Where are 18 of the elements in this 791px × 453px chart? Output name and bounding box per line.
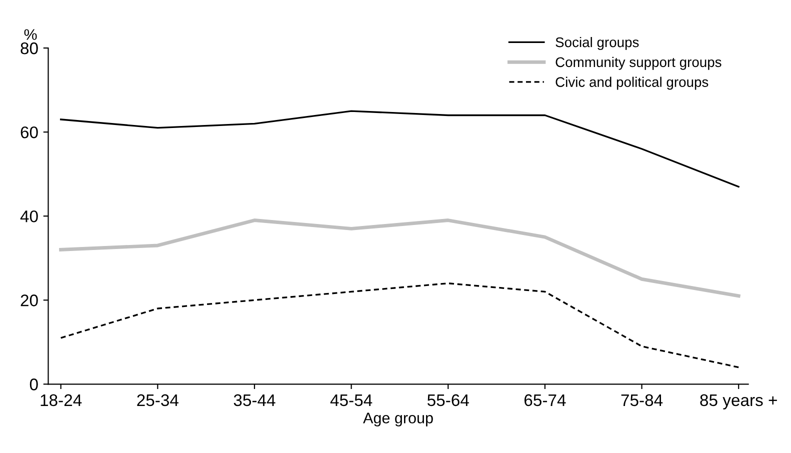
legend-label: Civic and political groups [556, 76, 708, 90]
y-tick-label: 60 [20, 126, 38, 138]
x-tick-label: 85 years + [700, 394, 777, 410]
x-axis-title: Age group [363, 412, 433, 426]
legend-label: Community support groups [556, 56, 722, 70]
x-tick-label: 55-64 [427, 394, 469, 406]
x-tick-label: 45-54 [330, 394, 372, 406]
x-tick-label: 65-74 [524, 394, 566, 406]
x-tick-label: 18-24 [40, 394, 82, 406]
x-tick-label: 35-44 [234, 394, 276, 406]
y-tick-label: 0 [30, 378, 38, 390]
y-axis-title: % [24, 29, 37, 40]
y-tick-label: 80 [20, 42, 38, 54]
legend-label: Social groups [556, 36, 639, 50]
y-tick-label: 20 [20, 294, 38, 306]
x-tick-label: 25-34 [137, 394, 178, 406]
y-tick-label: 40 [20, 210, 38, 222]
x-tick-label: 75-84 [621, 394, 663, 406]
